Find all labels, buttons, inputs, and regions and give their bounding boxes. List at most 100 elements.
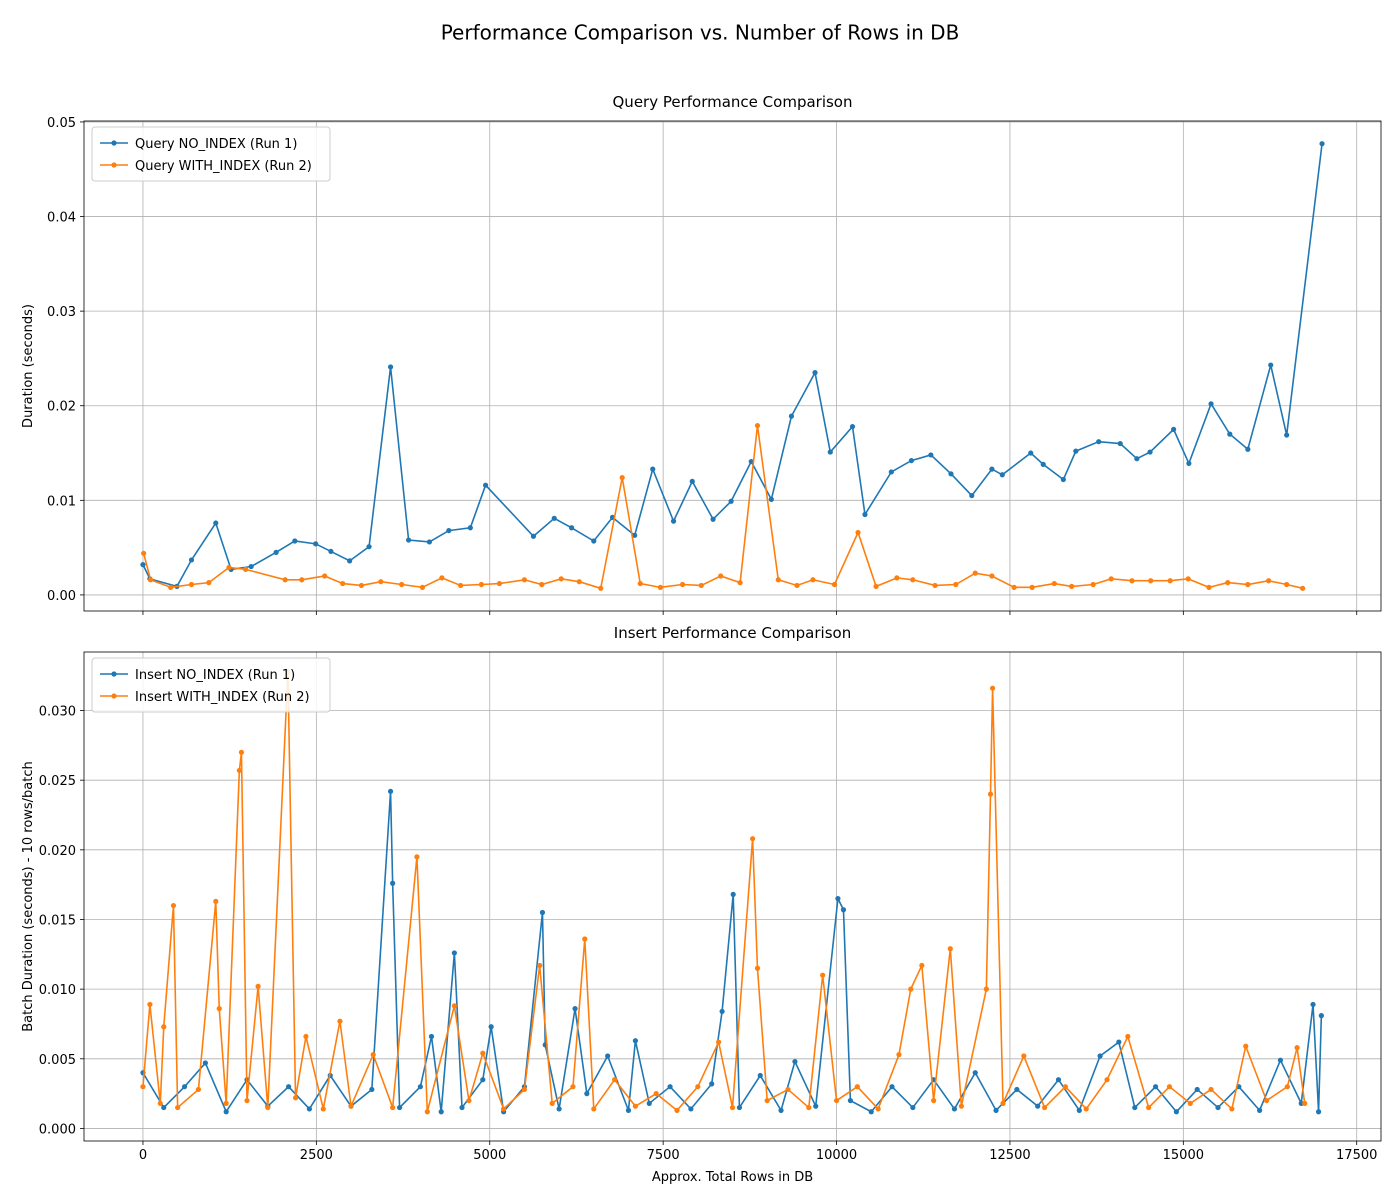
point-marker <box>206 580 212 586</box>
point-marker <box>1125 1033 1131 1040</box>
point-marker <box>637 580 643 587</box>
point-marker <box>757 1072 763 1079</box>
point-marker <box>282 577 288 583</box>
point-marker <box>849 423 856 430</box>
point-marker <box>1185 576 1191 582</box>
point-marker <box>1245 446 1251 452</box>
point-marker <box>1029 584 1035 590</box>
point-marker <box>972 570 978 576</box>
point-marker <box>168 584 174 590</box>
point-marker <box>754 965 761 971</box>
point-marker <box>813 1103 819 1109</box>
point-marker <box>1035 1103 1041 1109</box>
point-marker <box>537 962 543 969</box>
point-marker <box>216 1006 222 1012</box>
point-marker <box>1116 1039 1122 1045</box>
point-marker <box>328 548 334 555</box>
point-marker <box>161 1024 167 1030</box>
point-marker <box>653 1091 659 1097</box>
point-marker <box>689 478 695 485</box>
point-marker <box>478 581 485 588</box>
point-marker <box>584 1091 590 1097</box>
point-marker <box>730 891 736 898</box>
point-marker <box>827 449 833 455</box>
point-marker <box>1186 460 1192 467</box>
point-marker <box>748 458 754 465</box>
legend-label: Query WITH_INDEX (Run 2) <box>135 159 312 174</box>
point-marker <box>873 583 879 590</box>
point-marker <box>322 573 328 579</box>
point-marker <box>1315 1109 1322 1115</box>
point-marker <box>348 1103 354 1109</box>
point-marker <box>695 1084 701 1090</box>
point-marker <box>729 1104 736 1111</box>
point-marker <box>1042 1104 1048 1111</box>
point-marker <box>598 585 604 591</box>
point-marker <box>688 1106 694 1112</box>
point-marker <box>835 895 841 902</box>
point-marker <box>358 582 365 589</box>
point-marker <box>370 1052 376 1058</box>
point-marker <box>248 563 254 570</box>
axes-title: Query Performance Comparison <box>613 93 853 111</box>
point-marker <box>1171 426 1177 432</box>
point-marker <box>1284 432 1290 438</box>
point-marker <box>1060 476 1066 483</box>
point-marker <box>1300 585 1306 591</box>
point-marker <box>466 1097 472 1104</box>
point-marker <box>605 1053 611 1059</box>
y-tick-label: 0.02 <box>47 400 76 415</box>
point-marker <box>1152 1084 1159 1090</box>
point-marker <box>501 1106 507 1112</box>
point-marker <box>1310 1001 1316 1008</box>
point-marker <box>1243 1043 1249 1049</box>
point-marker <box>987 791 994 797</box>
point-marker <box>1076 1107 1082 1113</box>
point-marker <box>414 854 420 860</box>
point-marker <box>778 1107 784 1113</box>
point-marker <box>568 525 575 531</box>
point-marker <box>820 972 826 978</box>
point-marker <box>1225 580 1231 586</box>
point-marker <box>958 1103 964 1109</box>
point-marker <box>244 1097 250 1104</box>
point-marker <box>1284 1084 1290 1090</box>
point-marker <box>399 581 405 588</box>
point-marker <box>556 1106 562 1112</box>
point-marker <box>223 1109 229 1115</box>
point-marker <box>806 1104 812 1111</box>
point-marker <box>785 1086 791 1093</box>
point-marker <box>591 538 597 544</box>
point-marker <box>320 1106 326 1112</box>
point-marker <box>764 1097 770 1104</box>
point-marker <box>236 767 242 774</box>
point-marker <box>369 1086 375 1093</box>
point-marker <box>875 1106 881 1112</box>
point-marker <box>1108 576 1114 582</box>
point-marker <box>999 472 1005 478</box>
point-marker <box>1194 1086 1200 1093</box>
y-axis-label: Batch Duration (seconds) - 10 rows/batch <box>21 761 36 1032</box>
point-marker <box>1028 450 1034 456</box>
point-marker <box>989 685 996 691</box>
point-marker <box>1147 449 1153 455</box>
point-marker <box>1146 1104 1152 1111</box>
point-marker <box>840 907 847 913</box>
point-marker <box>969 492 975 499</box>
point-marker <box>1302 1100 1308 1106</box>
point-marker <box>1263 1097 1270 1104</box>
point-marker <box>1208 401 1214 407</box>
point-marker <box>549 1100 555 1106</box>
point-marker <box>273 549 279 555</box>
point-marker <box>1132 1104 1138 1111</box>
point-marker <box>989 573 995 579</box>
point-marker <box>366 544 372 550</box>
point-marker <box>625 1107 632 1113</box>
point-marker <box>347 558 353 564</box>
point-marker <box>451 950 457 956</box>
point-marker <box>582 936 588 942</box>
point-marker <box>496 580 503 587</box>
point-marker <box>480 1077 486 1083</box>
legend-label: Insert WITH_INDEX (Run 2) <box>135 690 310 705</box>
